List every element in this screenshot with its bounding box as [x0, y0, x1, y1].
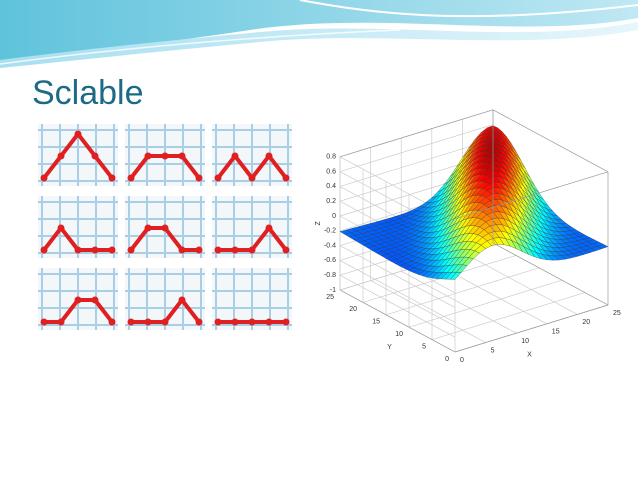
box-edge: [339, 109, 494, 158]
pattern-dot: [195, 318, 203, 326]
x-tick-label: 10: [521, 338, 529, 345]
pattern-dot: [57, 224, 65, 232]
y-tick-label: 15: [372, 319, 380, 326]
surface-patch: [450, 272, 462, 280]
pattern-dot: [195, 246, 203, 254]
pattern-dot: [265, 224, 273, 232]
floor-grid: [408, 279, 563, 328]
wall-grid: [339, 139, 494, 187]
wall-grid: [339, 245, 456, 308]
x-tick-label: 20: [582, 319, 590, 326]
pattern-dot: [40, 318, 48, 326]
pattern-dot: [144, 224, 152, 232]
pattern-dot: [248, 318, 256, 326]
pattern-dot: [127, 246, 135, 254]
pattern-dot: [91, 152, 99, 160]
z-axis-label: Z: [315, 221, 322, 226]
header-waves: [0, 0, 638, 68]
z-tick-label: 0.8: [326, 154, 336, 161]
pattern-dot: [214, 174, 222, 182]
z-tick-label: 0.4: [326, 183, 336, 190]
pattern-dot: [108, 246, 116, 254]
floor-grid: [431, 292, 586, 340]
pattern-dot: [178, 296, 186, 304]
y-tick-label: 25: [326, 294, 334, 301]
floor-grid: [370, 280, 486, 343]
pattern-dot: [214, 318, 222, 326]
x-tick-label: 15: [552, 329, 560, 336]
pattern-dot: [40, 246, 48, 254]
pattern-dot: [161, 152, 169, 160]
pattern-dot: [178, 246, 186, 254]
x-axis-label: X: [527, 351, 532, 358]
pattern-dot: [248, 174, 256, 182]
pattern-dot: [40, 174, 48, 182]
z-tick-label: -0.6: [324, 257, 336, 264]
pattern-dot: [265, 318, 273, 326]
z-tick-label: -0.2: [324, 228, 336, 235]
pattern-dot: [74, 130, 82, 138]
box-edge: [339, 289, 456, 353]
z-tick-label: -0.4: [324, 242, 336, 249]
box-edge: [492, 109, 609, 173]
wall-grid: [339, 274, 456, 338]
pattern-dot: [91, 246, 99, 254]
pattern-dot: [248, 246, 256, 254]
z-tick-label: 0.6: [326, 168, 336, 175]
pattern-dot: [265, 152, 273, 160]
pattern-dot: [57, 152, 65, 160]
z-tick-label: -1: [330, 287, 336, 294]
pattern-dot: [161, 224, 169, 232]
pattern-dot: [74, 246, 82, 254]
y-tick-label: 0: [445, 356, 449, 363]
y-tick-label: 10: [395, 331, 403, 338]
floor-grid: [385, 267, 540, 316]
y-tick-label: 20: [349, 306, 357, 313]
box-edge: [454, 171, 609, 220]
floor-grid: [462, 252, 578, 315]
slide-title: Sclable: [32, 74, 144, 112]
pattern-dot: [195, 174, 203, 182]
pattern-dot: [144, 152, 152, 160]
pattern-dot: [127, 318, 135, 326]
pattern-dot: [178, 152, 186, 160]
pattern-dot: [127, 174, 135, 182]
z-tick-label: -0.8: [324, 272, 336, 279]
pattern-dot: [231, 318, 239, 326]
pattern-dot: [214, 246, 222, 254]
floor-grid: [401, 270, 517, 334]
pattern-dot: [108, 174, 116, 182]
x-tick-label: 25: [613, 310, 621, 317]
wall-grid: [339, 260, 456, 323]
z-tick-label: 0: [332, 213, 336, 220]
pattern-grid: [38, 124, 292, 330]
surface-plot: 0.80.60.40.20-0.2-0.4-0.6-0.8-1252015105…: [315, 109, 621, 364]
pattern-dot: [57, 318, 65, 326]
pattern-dot: [231, 246, 239, 254]
x-tick-label: 5: [491, 347, 495, 354]
z-tick-label: 0.2: [326, 198, 336, 205]
pattern-dot: [282, 318, 290, 326]
pattern-dot: [144, 318, 152, 326]
wall-grid: [339, 124, 494, 172]
pattern-dot: [231, 152, 239, 160]
x-tick-label: 0: [460, 357, 464, 364]
pattern-dot: [161, 318, 169, 326]
y-tick-label: 5: [422, 343, 426, 350]
pattern-dot: [74, 296, 82, 304]
pattern-dot: [282, 174, 290, 182]
pattern-dot: [91, 296, 99, 304]
pattern-dot: [108, 318, 116, 326]
pattern-dot: [282, 246, 290, 254]
box-edge: [492, 242, 609, 306]
box-edge: [454, 304, 609, 353]
y-axis-label: Y: [387, 344, 392, 351]
